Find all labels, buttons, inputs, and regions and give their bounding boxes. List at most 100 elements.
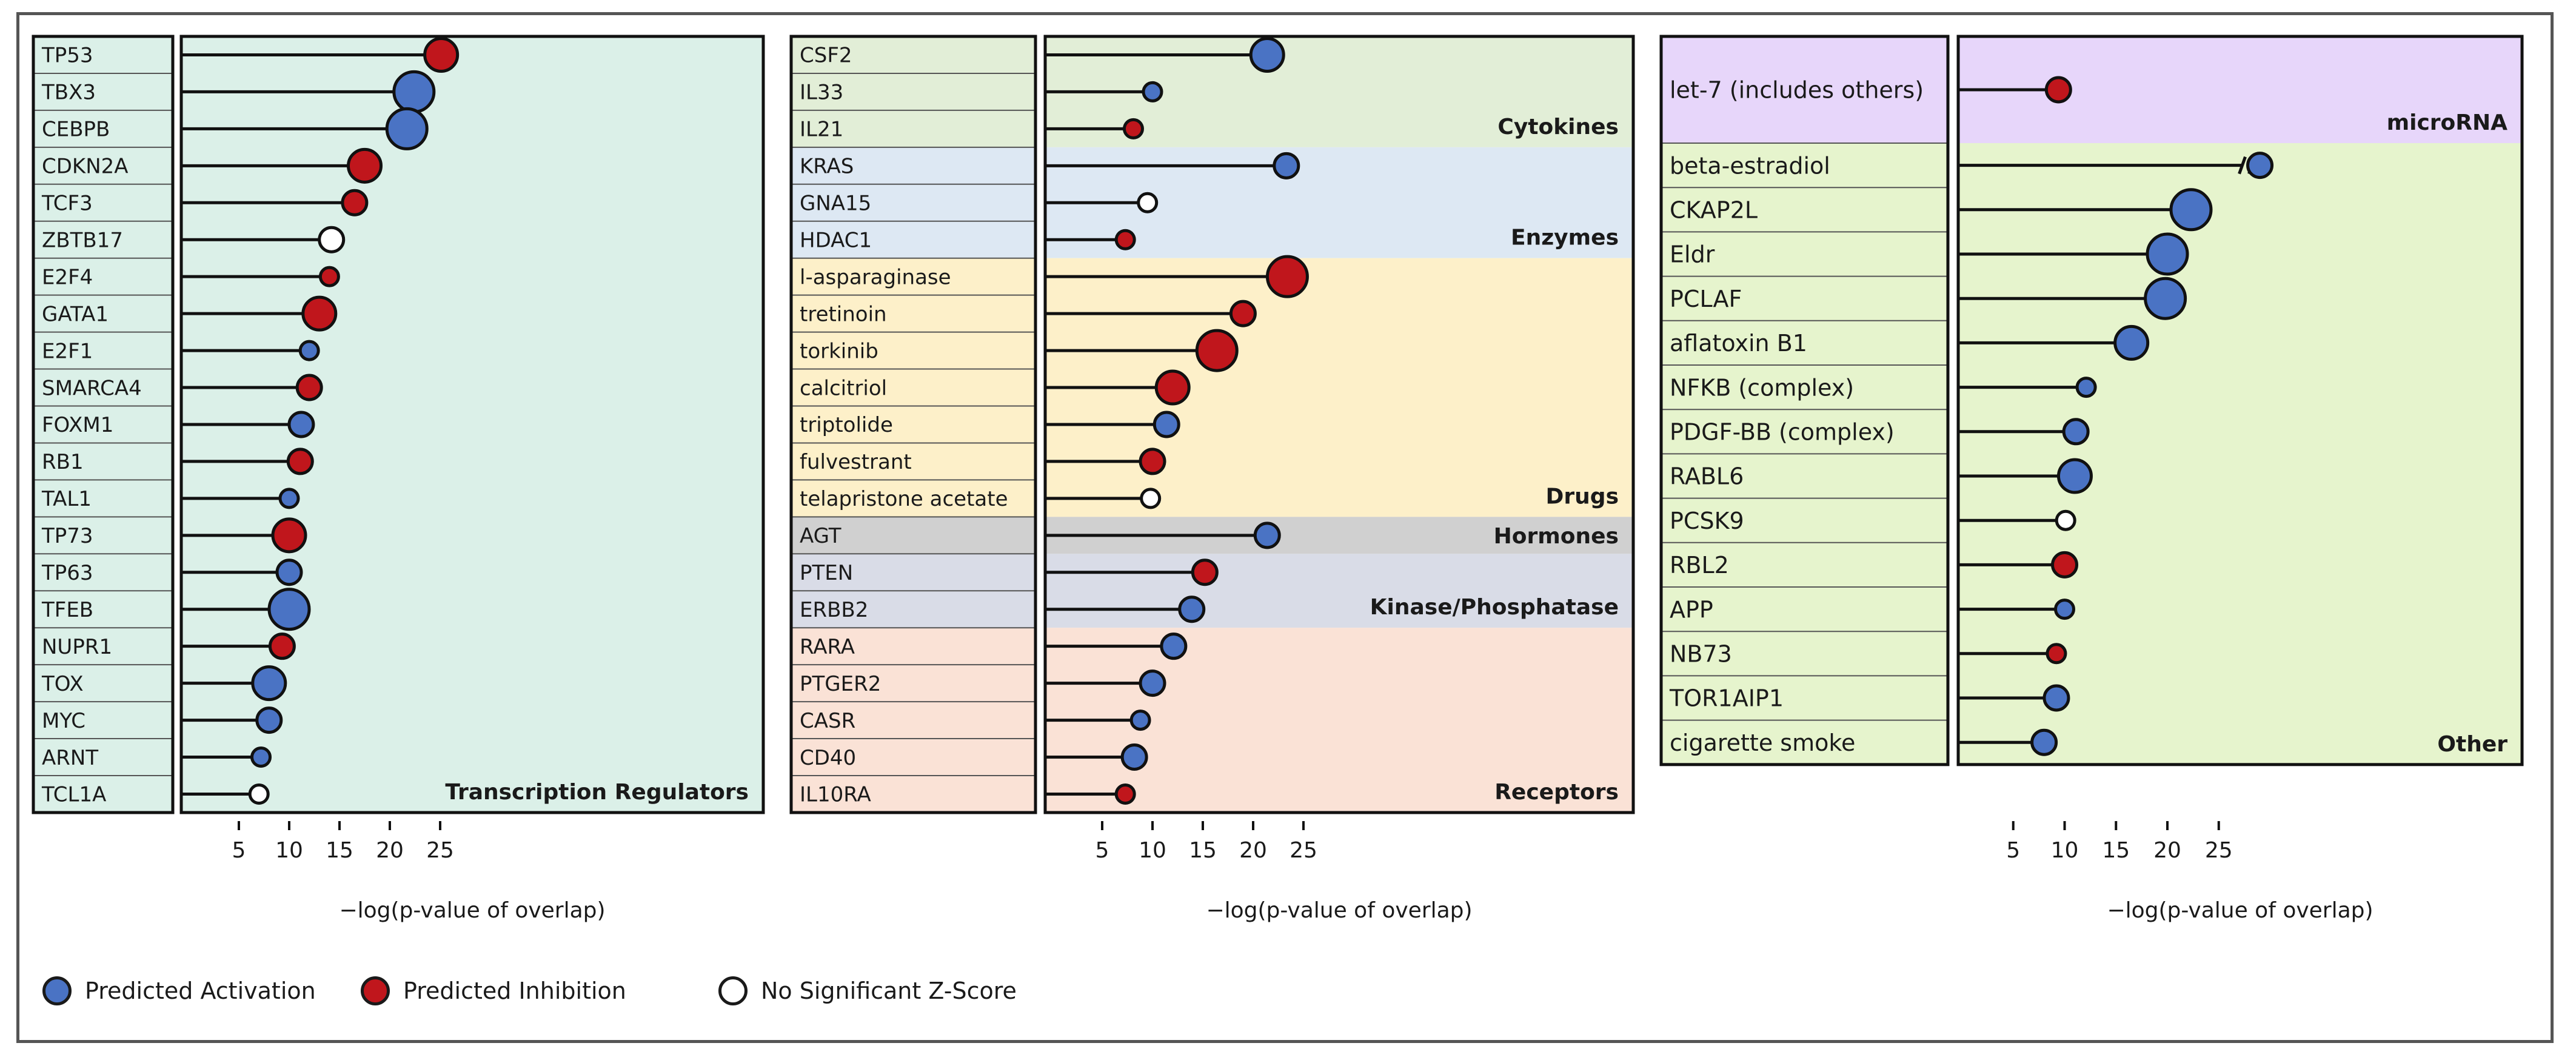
group-label-microrna: microRNA — [2387, 110, 2508, 135]
row-label-cdkn2a: CDKN2A — [42, 155, 129, 179]
point-ckap2l — [2169, 188, 2213, 232]
point-tox — [251, 665, 287, 702]
point-nb73 — [2046, 643, 2067, 665]
x-tick-label-10: 10 — [2051, 838, 2079, 863]
row-label-e2f1: E2F1 — [42, 339, 93, 363]
row-label-casr: CASR — [800, 709, 855, 733]
panel-1: TP53 TBX3 CEBPB CDKN2A TCF3 ZBTB17 E2F4 GATA1 E2… — [32, 35, 765, 923]
row-label-gna15: GNA15 — [800, 192, 871, 216]
point-aflatoxin-b1 — [2113, 324, 2150, 361]
point-nupr1 — [268, 632, 296, 660]
point-kras — [1273, 152, 1300, 179]
x-tick-label-5: 5 — [232, 838, 246, 863]
label-band-microrna — [1661, 36, 1948, 143]
row-label-erbb2: ERBB2 — [800, 598, 868, 622]
point-app — [2054, 599, 2075, 620]
row-label-torkinib: torkinib — [800, 339, 878, 363]
group-label-cytokines: Cytokines — [1497, 115, 1619, 139]
point-zbtb17 — [318, 226, 346, 253]
legend-label-activation: Predicted Activation — [85, 978, 316, 1004]
point-smarca4 — [295, 374, 323, 401]
x-tick-label-25: 25 — [2205, 838, 2233, 863]
row-label-il21: IL21 — [800, 118, 843, 142]
axis-break-mark — [2238, 156, 2247, 175]
x-axis-label: −log(p-value of overlap) — [1206, 898, 1472, 923]
point-cdkn2a — [347, 147, 383, 184]
point-e2f4 — [318, 266, 340, 287]
row-label-il33: IL33 — [800, 81, 843, 105]
point-tcf3 — [341, 189, 369, 216]
group-label-other: Other — [2437, 732, 2507, 757]
row-label-ckap2l: CKAP2L — [1670, 196, 1758, 223]
point-myc — [255, 706, 283, 734]
legend-item-activation: Predicted Activation — [42, 976, 316, 1005]
row-label-csf2: CSF2 — [800, 44, 852, 68]
x-tick-label-15: 15 — [2102, 838, 2130, 863]
row-label-let-7-includes-others: let-7 (includes others) — [1670, 77, 1924, 104]
point-arnt — [250, 746, 272, 768]
row-label-pcsk9: PCSK9 — [1670, 508, 1744, 534]
inhibition-swatch-icon — [361, 976, 390, 1005]
point-tp53 — [423, 36, 460, 73]
group-label-drugs: Drugs — [1546, 484, 1619, 509]
row-label-tp53: TP53 — [41, 44, 93, 68]
x-tick-label-15: 15 — [1189, 838, 1217, 863]
point-il10ra — [1114, 783, 1136, 805]
point-tfeb — [267, 588, 311, 631]
x-tick-label-20: 20 — [2153, 838, 2181, 863]
point-cebpb — [385, 107, 429, 150]
label-band-drugs — [791, 258, 1035, 517]
point-erbb2 — [1178, 595, 1206, 623]
row-label-app: APP — [1670, 596, 1713, 623]
label-band-hormones — [791, 517, 1035, 554]
label-column-frame — [32, 35, 175, 814]
row-label-tp73: TP73 — [41, 524, 93, 548]
group-label-hormones: Hormones — [1494, 524, 1619, 549]
label-column-frame — [789, 35, 1037, 814]
row-label-telapristone-acetate: telapristone acetate — [800, 487, 1008, 511]
label-band-receptors — [791, 628, 1035, 813]
point-casr — [1129, 709, 1151, 731]
point-e2f1 — [298, 340, 320, 361]
point-fulvestrant — [1139, 448, 1166, 475]
x-tick-label-5: 5 — [1096, 838, 1109, 863]
row-label-zbtb17: ZBTB17 — [42, 228, 123, 252]
point-cd40 — [1120, 743, 1148, 771]
row-label-tretinoin: tretinoin — [800, 302, 887, 326]
row-label-tcl1a: TCL1A — [41, 783, 106, 807]
row-label-arnt: ARNT — [42, 746, 98, 770]
label-band-enzymes — [791, 147, 1035, 258]
row-label-cd40: CD40 — [800, 746, 856, 770]
label-band-cytokines — [791, 36, 1035, 147]
row-label-rabl6: RABL6 — [1670, 463, 1744, 490]
panel-3: let-7 (includes others) beta-estradiol CKA… — [1659, 35, 2524, 923]
plot-area-frame — [179, 35, 765, 814]
x-tick-label-20: 20 — [376, 838, 404, 863]
activation-swatch-icon — [42, 976, 72, 1005]
group-label-receptors: Receptors — [1494, 780, 1619, 805]
row-label-tfeb: TFEB — [41, 598, 93, 622]
x-tick-label-20: 20 — [1239, 838, 1267, 863]
row-label-cebpb: CEBPB — [42, 118, 110, 142]
row-label-myc: MYC — [42, 709, 85, 733]
x-axis-label: −log(p-value of overlap) — [339, 898, 605, 923]
row-label-tp63: TP63 — [41, 561, 93, 585]
x-tick-label-25: 25 — [426, 838, 454, 863]
row-label-beta-estradiol: beta-estradiol — [1670, 152, 1830, 179]
group-label-kinase-phosphatase: Kinase/Phosphatase — [1370, 595, 1619, 620]
plot-band-other — [1958, 143, 2522, 765]
point-foxm1 — [287, 411, 315, 438]
point-agt — [1253, 522, 1281, 549]
row-label-nb73: NB73 — [1670, 640, 1732, 667]
x-tick-label-5: 5 — [2006, 838, 2020, 863]
point-nfkb-complex — [2075, 377, 2097, 398]
legend-label-inhibition: Predicted Inhibition — [403, 978, 626, 1004]
point-il21 — [1122, 118, 1144, 139]
point-gata1 — [301, 295, 338, 332]
point-rbl2 — [2051, 551, 2078, 579]
point-cigarette-smoke — [2030, 728, 2058, 756]
point-rb1 — [286, 448, 314, 475]
point-telapristone-acetate — [1140, 488, 1162, 509]
row-label-il10ra: IL10RA — [800, 783, 871, 807]
